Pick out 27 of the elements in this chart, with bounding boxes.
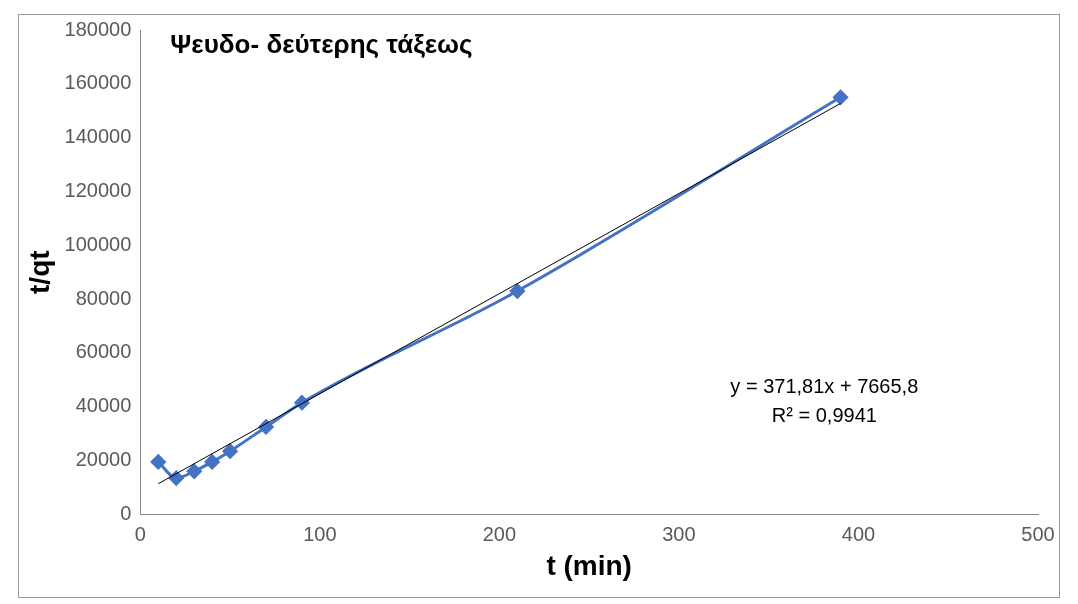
y-tick-label: 180000 <box>64 17 132 40</box>
x-tick-label: 400 <box>841 522 876 545</box>
y-tick-label: 20000 <box>75 448 132 471</box>
y-tick-label: 160000 <box>64 71 132 94</box>
point <box>186 463 202 479</box>
point <box>833 89 849 105</box>
annotation: R² = 0,9941 <box>771 403 877 426</box>
point <box>222 443 238 459</box>
x-tick-label: 100 <box>303 522 337 545</box>
x-tick-label: 500 <box>1021 522 1055 545</box>
x-tick-label: 300 <box>662 522 696 545</box>
x-tick-label: 0 <box>134 522 146 545</box>
y-tick-label: 140000 <box>64 125 132 148</box>
y-tick-label: 60000 <box>75 340 132 363</box>
y-tick-label: 40000 <box>75 394 132 417</box>
y-tick-label: 80000 <box>75 286 132 309</box>
y-tick-label: 120000 <box>64 178 132 201</box>
x-axis-title: t (min) <box>546 549 632 581</box>
point <box>204 454 220 470</box>
x-tick-label: 200 <box>482 522 517 545</box>
y-axis-title: t/qt <box>23 250 55 294</box>
chart-title: Ψευδο- δεύτερης τάξεως <box>170 29 473 60</box>
annotation: y = 371,81x + 7665,8 <box>730 374 919 397</box>
point <box>150 454 166 470</box>
y-tick-label: 100000 <box>64 232 132 255</box>
point <box>509 283 525 299</box>
y-tick-label: 0 <box>120 501 132 524</box>
